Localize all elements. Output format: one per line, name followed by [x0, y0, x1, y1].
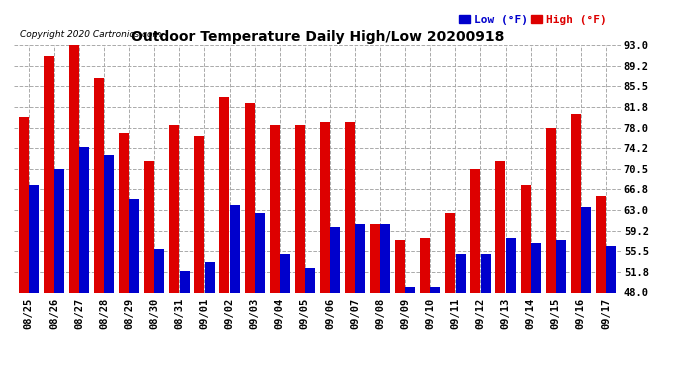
Bar	[345, 122, 355, 292]
Bar	[280, 254, 290, 292]
Bar	[395, 240, 405, 292]
Bar	[94, 78, 104, 292]
Bar	[43, 56, 54, 292]
Bar	[69, 45, 79, 292]
Bar	[295, 125, 305, 292]
Bar	[506, 237, 515, 292]
Bar	[29, 185, 39, 292]
Bar	[405, 287, 415, 292]
Bar	[571, 114, 581, 292]
Bar	[319, 122, 330, 292]
Bar	[219, 97, 230, 292]
Bar	[179, 270, 190, 292]
Bar	[144, 160, 154, 292]
Bar	[54, 169, 64, 292]
Legend: Low (°F), High (°F): Low (°F), High (°F)	[460, 15, 607, 25]
Bar	[556, 240, 566, 292]
Bar	[445, 213, 455, 292]
Bar	[420, 237, 430, 292]
Bar	[595, 196, 606, 292]
Bar	[495, 160, 506, 292]
Bar	[355, 224, 365, 292]
Bar	[520, 185, 531, 292]
Bar	[255, 213, 265, 292]
Bar	[305, 268, 315, 292]
Bar	[606, 246, 616, 292]
Text: Copyright 2020 Cartronics.com: Copyright 2020 Cartronics.com	[20, 30, 161, 39]
Bar	[330, 226, 340, 292]
Bar	[270, 125, 279, 292]
Bar	[195, 136, 204, 292]
Bar	[79, 147, 89, 292]
Bar	[129, 199, 139, 292]
Bar	[471, 169, 480, 292]
Bar	[546, 128, 555, 292]
Title: Outdoor Temperature Daily High/Low 20200918: Outdoor Temperature Daily High/Low 20200…	[130, 30, 504, 44]
Bar	[531, 243, 541, 292]
Bar	[119, 133, 129, 292]
Bar	[481, 254, 491, 292]
Bar	[581, 207, 591, 292]
Bar	[205, 262, 215, 292]
Bar	[455, 254, 466, 292]
Bar	[155, 249, 164, 292]
Bar	[380, 224, 391, 292]
Bar	[104, 155, 115, 292]
Bar	[370, 224, 380, 292]
Bar	[431, 287, 440, 292]
Bar	[230, 204, 239, 292]
Bar	[244, 103, 255, 292]
Bar	[19, 117, 29, 292]
Bar	[169, 125, 179, 292]
